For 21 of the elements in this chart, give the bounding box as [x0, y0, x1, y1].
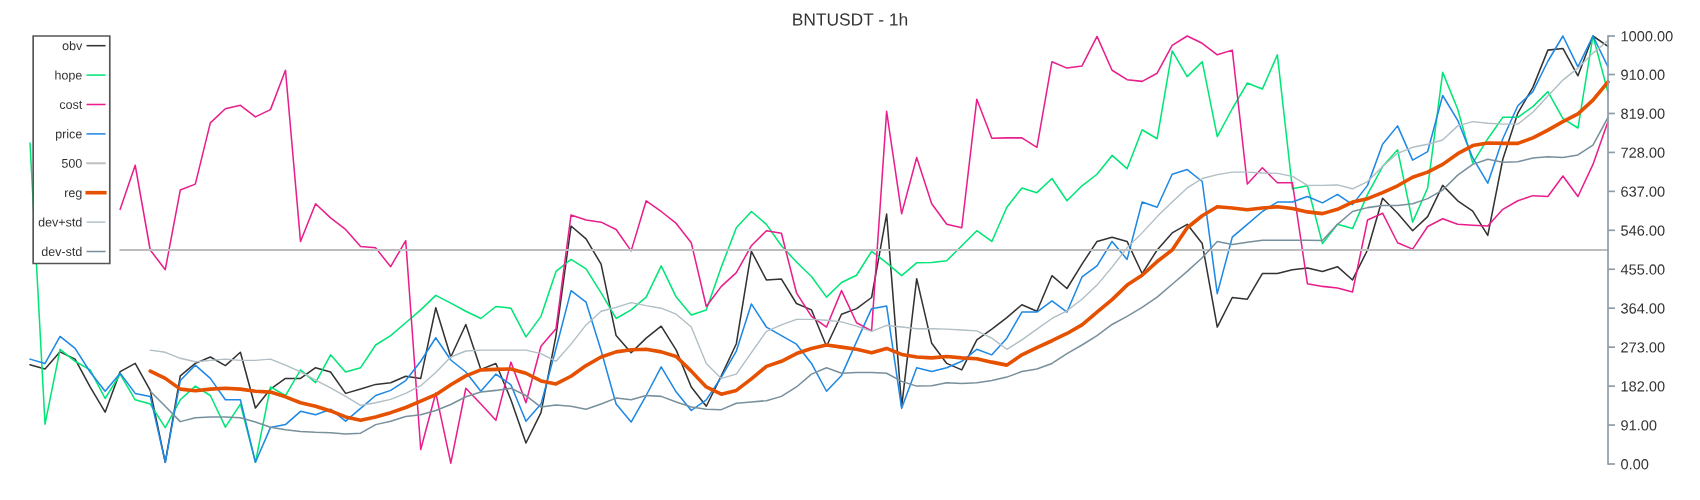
y-tick-label: 182.00	[1621, 381, 1665, 392]
y-tick-label: 546.00	[1621, 225, 1665, 236]
legend-label: price	[56, 129, 82, 141]
y-tick-label: 637.00	[1621, 186, 1665, 197]
y-tick-label: 910.00	[1621, 69, 1665, 80]
legend-label: dev+std	[38, 217, 82, 227]
legend-label: obv	[62, 41, 83, 51]
y-tick-label: 273.00	[1621, 342, 1665, 353]
legend-label: reg	[65, 190, 82, 200]
legend-label: 500	[61, 158, 82, 168]
legend-label: hope	[55, 70, 82, 83]
legend-label: dev-std	[41, 246, 82, 256]
y-tick-label: 728.00	[1621, 147, 1665, 158]
y-tick-label: 364.00	[1621, 303, 1665, 314]
y-tick-label: 455.00	[1620, 264, 1665, 275]
y-tick-label: 819.00	[1621, 108, 1665, 119]
y-tick-label: 91.00	[1621, 420, 1657, 431]
y-tick-label: 0.00	[1621, 459, 1649, 470]
legend-label: cost	[59, 100, 83, 109]
y-tick-label: 1000.00	[1621, 31, 1673, 42]
chart-title: BNTUSDT - 1h	[793, 12, 908, 26]
